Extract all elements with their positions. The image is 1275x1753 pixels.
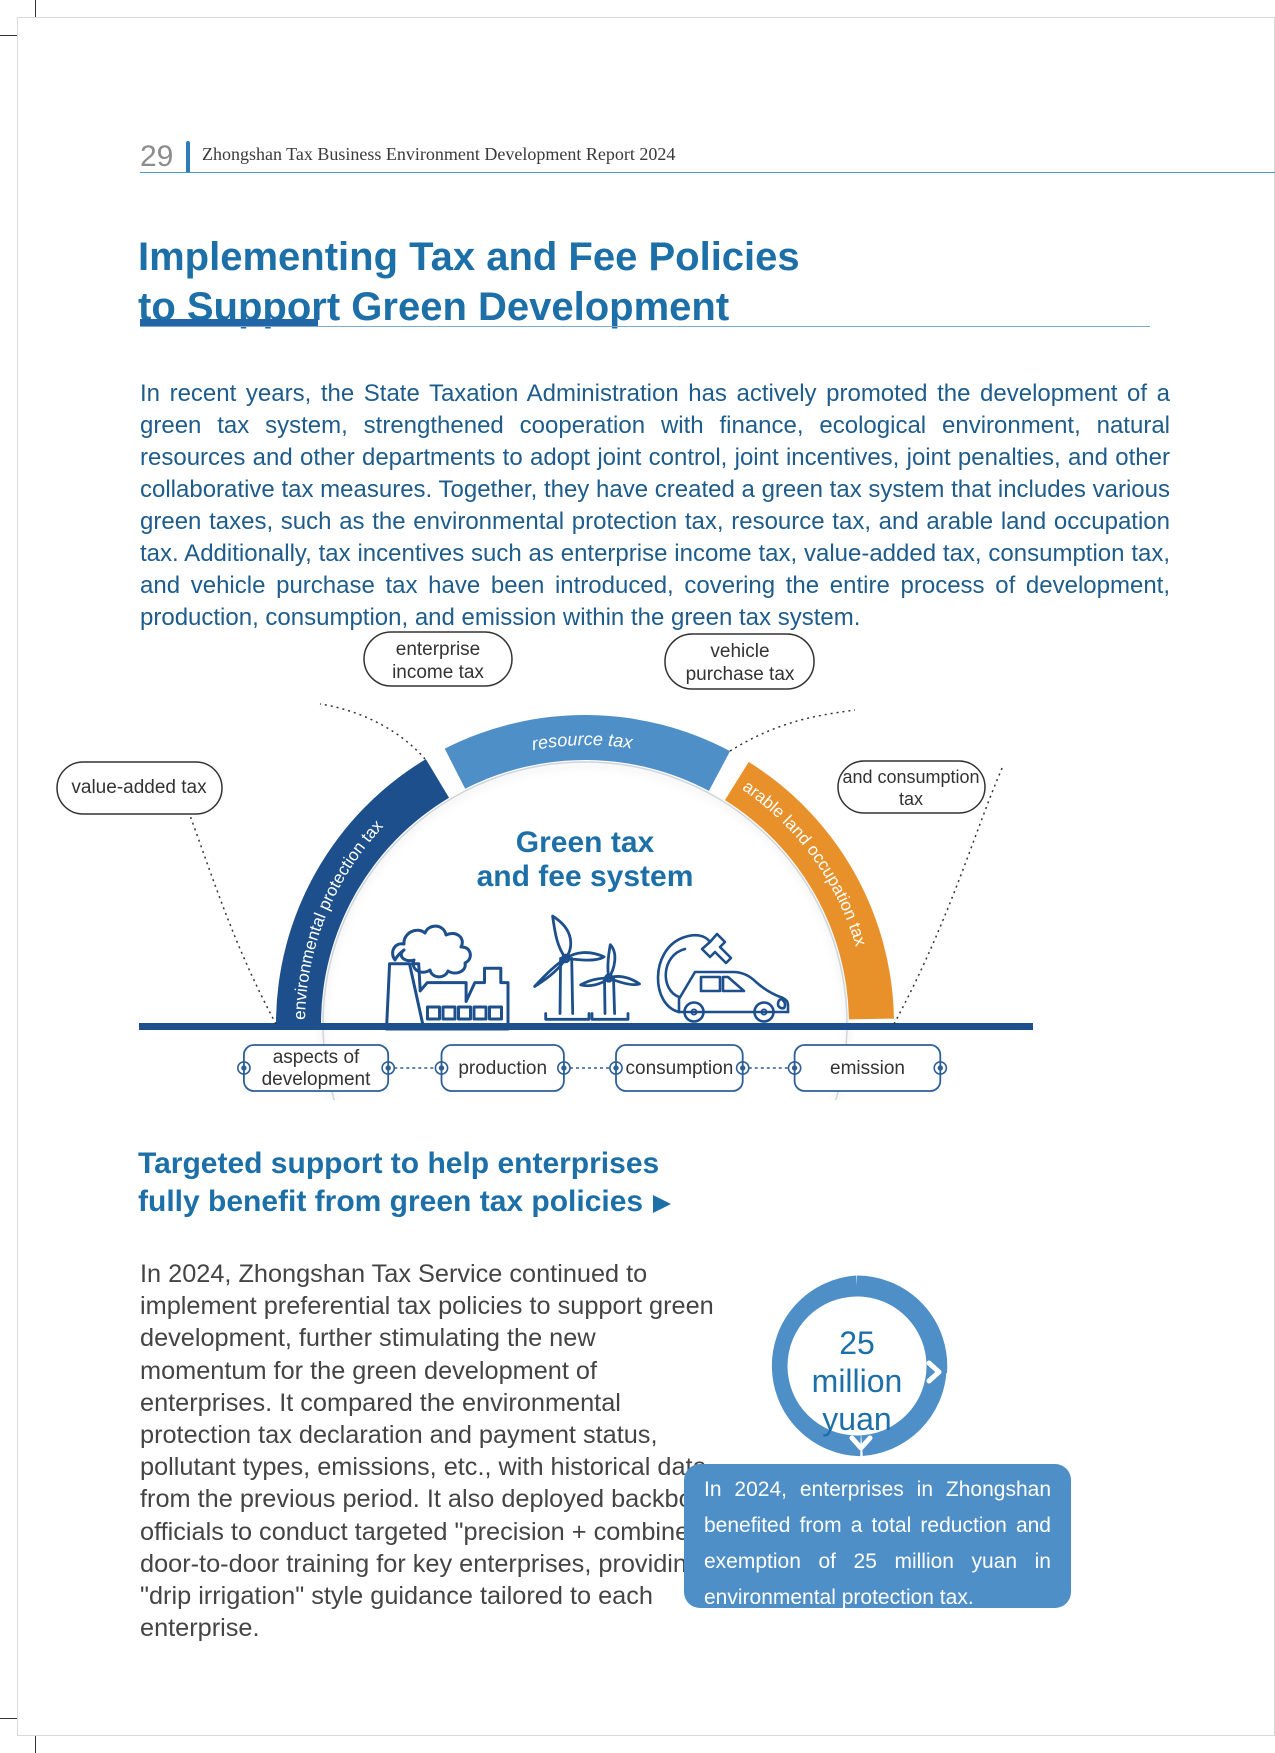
- svg-text:and consumption: and consumption: [842, 767, 979, 787]
- svg-text:consumption: consumption: [626, 1058, 734, 1079]
- svg-text:enterprise: enterprise: [396, 639, 481, 660]
- svg-text:production: production: [458, 1058, 547, 1079]
- svg-text:25: 25: [839, 1325, 875, 1361]
- svg-text:development: development: [262, 1069, 372, 1090]
- svg-text:emission: emission: [830, 1058, 905, 1079]
- svg-text:value-added tax: value-added tax: [71, 777, 207, 798]
- svg-text:tax: tax: [899, 789, 923, 809]
- svg-text:million: million: [812, 1363, 903, 1399]
- svg-text:income tax: income tax: [392, 662, 484, 683]
- svg-text:yuan: yuan: [822, 1401, 891, 1437]
- svg-text:purchase tax: purchase tax: [686, 664, 795, 685]
- svg-text:aspects of: aspects of: [273, 1047, 360, 1068]
- svg-text:vehicle: vehicle: [710, 641, 769, 662]
- svg-text:and fee system: and fee system: [477, 860, 694, 893]
- svg-text:Green tax: Green tax: [516, 826, 655, 859]
